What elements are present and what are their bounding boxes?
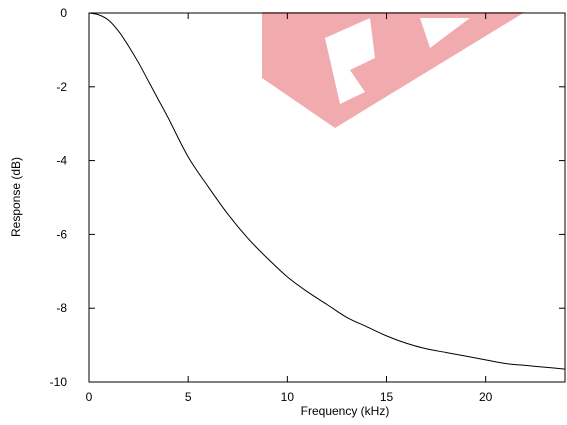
watermark-diamond	[262, 12, 525, 128]
watermark-cutout-left	[325, 18, 375, 104]
series-line	[88, 12, 566, 370]
y-tick-label: 0	[60, 6, 67, 20]
y-tick-label: -6	[56, 227, 67, 241]
x-axis-label: Frequency (kHz)	[301, 404, 390, 418]
x-tick-label: 20	[479, 390, 493, 404]
watermark-logo	[262, 12, 525, 128]
y-tick-label: -8	[56, 301, 67, 315]
y-tick-label: -10	[50, 375, 68, 389]
x-tick-label: 15	[380, 390, 394, 404]
y-axis-ticks: 0 -2 -4 -6 -8 -10	[50, 6, 565, 389]
y-tick-label: -2	[56, 80, 67, 94]
x-tick-label: 10	[281, 390, 295, 404]
x-tick-label: 0	[86, 390, 93, 404]
watermark-cutout-right	[420, 18, 470, 48]
x-axis-ticks: 0 5 10 15 20	[86, 13, 493, 404]
y-tick-label: -4	[56, 154, 67, 168]
x-tick-label: 5	[185, 390, 192, 404]
y-axis-label: Response (dB)	[9, 157, 23, 237]
